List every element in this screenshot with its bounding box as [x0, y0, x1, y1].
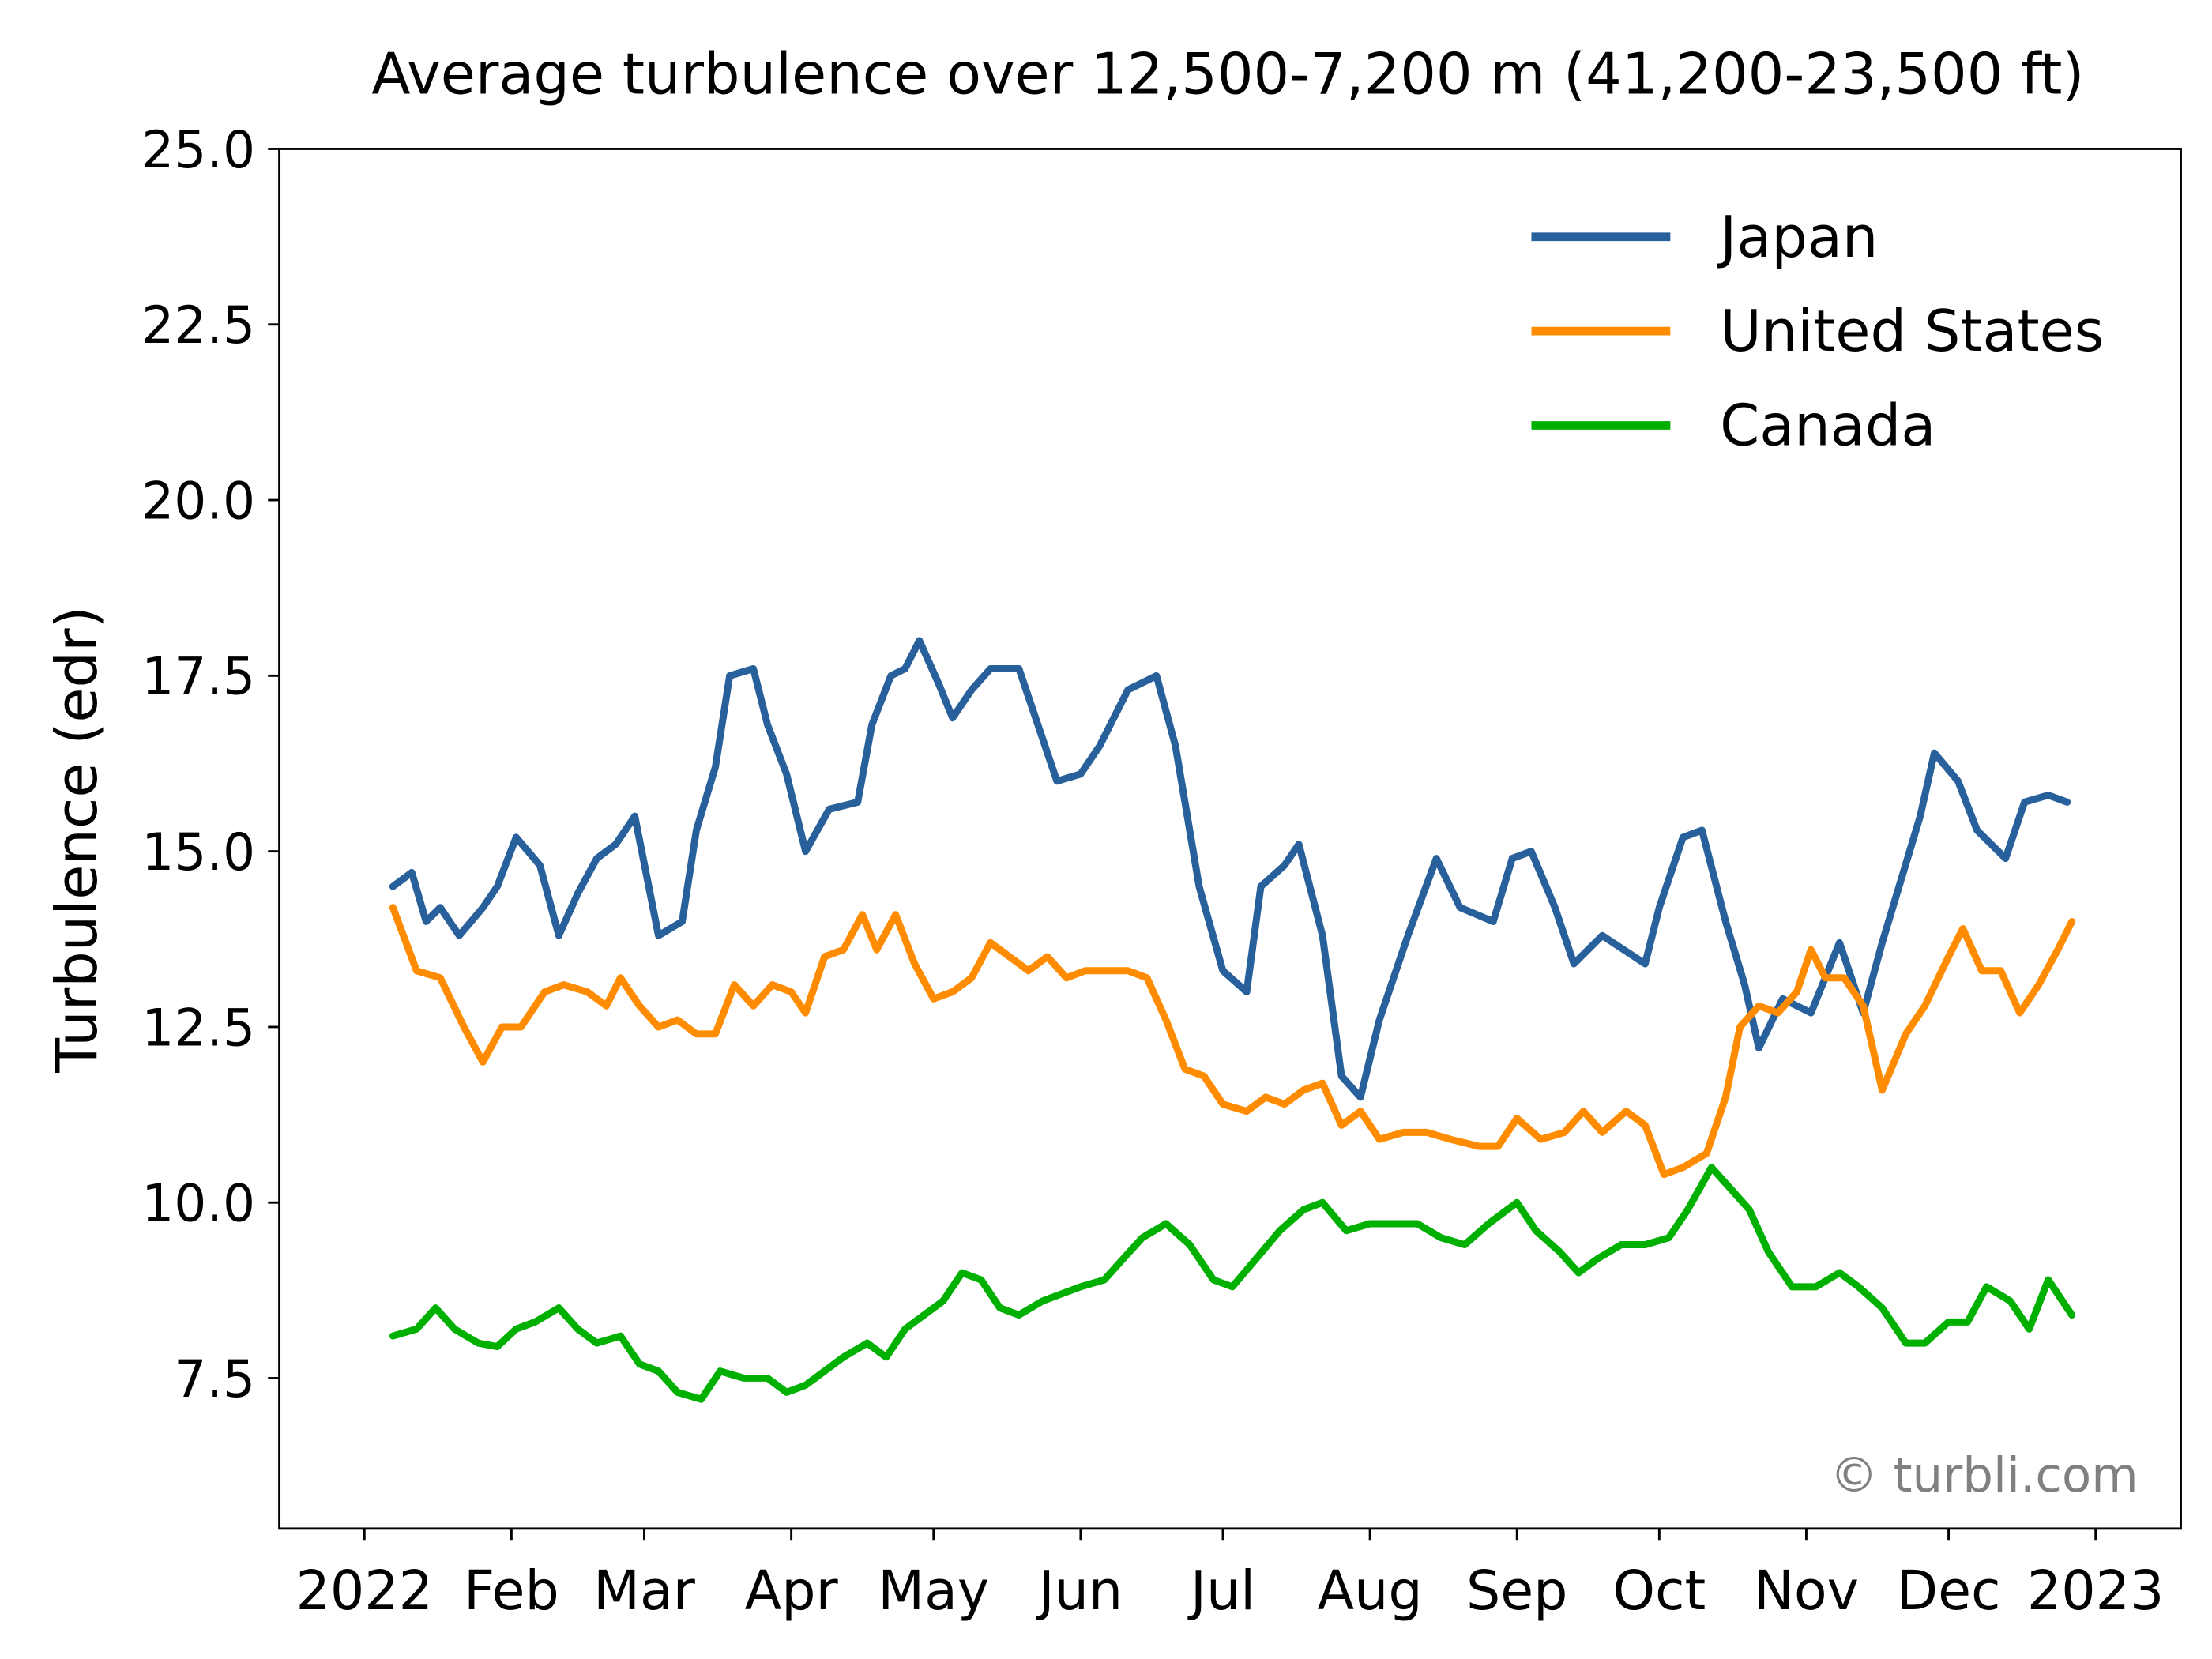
- y-tick-label: 20.0: [141, 472, 255, 531]
- legend-label-japan: Japan: [1717, 204, 1878, 270]
- y-tick-label: 22.5: [141, 296, 255, 356]
- x-tick-label: Jun: [1036, 1560, 1123, 1623]
- x-axis: 2022 Feb Mar Apr May Jun Jul Aug Sep Oct Nov Dec 202…: [296, 1528, 2165, 1623]
- x-tick-label: 2022: [296, 1560, 434, 1623]
- x-tick-label: Feb: [464, 1560, 559, 1623]
- chart-title: Average turbulence over 12,500-7,200 m (…: [371, 40, 2084, 107]
- legend-label-united-states: United States: [1720, 298, 2104, 364]
- y-tick-label: 10.0: [141, 1175, 255, 1234]
- x-tick-label: Dec: [1897, 1560, 2001, 1623]
- x-tick-label: Jul: [1187, 1560, 1255, 1623]
- series-layer: [389, 637, 2076, 1403]
- plot-frame: [278, 148, 2182, 1530]
- y-tick-label: 15.0: [141, 823, 255, 882]
- y-tick-label: 7.5: [174, 1350, 255, 1409]
- legend-label-canada: Canada: [1720, 393, 1936, 459]
- x-tick-label: Sep: [1466, 1560, 1568, 1623]
- x-tick-label: Apr: [745, 1560, 839, 1623]
- y-tick-label: 17.5: [141, 648, 255, 707]
- y-tick-label: 25.0: [141, 121, 255, 180]
- x-tick-label: 2023: [2027, 1560, 2165, 1623]
- legend: Japan United States Canada: [1531, 204, 2104, 459]
- y-tick-label: 12.5: [141, 999, 255, 1058]
- y-axis-label: Turbulence (edr): [43, 606, 110, 1073]
- x-tick-label: May: [878, 1560, 989, 1623]
- x-tick-label: Nov: [1754, 1560, 1859, 1623]
- series-line-japan: [389, 637, 2071, 1101]
- y-axis: 7.5 10.0 12.5 15.0 17.5 20.0 22.5 25.0: [141, 121, 280, 1409]
- watermark: © turbli.com: [1830, 1447, 2138, 1503]
- x-tick-label: Oct: [1612, 1560, 1706, 1623]
- series-line-canada: [389, 1164, 2076, 1403]
- x-tick-label: Aug: [1318, 1560, 1423, 1623]
- series-line-united-states: [389, 904, 2076, 1179]
- x-tick-label: Mar: [593, 1560, 696, 1623]
